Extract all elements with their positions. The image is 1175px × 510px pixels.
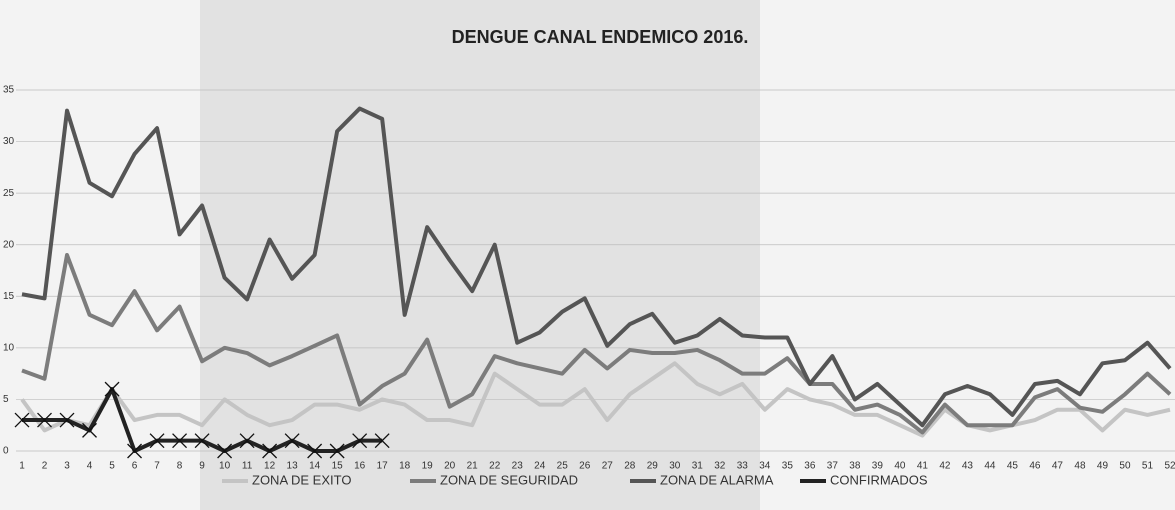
x-tick-label: 4: [87, 461, 93, 472]
x-tick-label: 9: [199, 461, 205, 472]
x-tick-label: 7: [154, 461, 160, 472]
x-marker: [239, 433, 255, 449]
x-tick-label: 44: [984, 461, 996, 472]
x-tick-label: 16: [354, 461, 366, 472]
x-tick-label: 6: [132, 461, 138, 472]
x-tick-label: 49: [1097, 461, 1109, 472]
y-tick-label: 25: [3, 188, 15, 199]
x-marker: [329, 443, 345, 459]
x-tick-label: 12: [264, 461, 276, 472]
series-line: [21, 253, 1172, 435]
x-marker: [374, 433, 390, 449]
x-tick-label: 28: [624, 461, 636, 472]
x-marker: [217, 443, 233, 459]
x-tick-label: 8: [177, 461, 183, 472]
y-tick-label: 35: [3, 85, 15, 96]
x-tick-label: 29: [647, 461, 659, 472]
legend-label: CONFIRMADOS: [830, 472, 928, 487]
legend-label: ZONA DE EXITO: [252, 472, 351, 487]
x-tick-label: 17: [377, 461, 389, 472]
x-marker: [37, 412, 52, 428]
x-tick-label: 2: [42, 461, 48, 472]
x-marker: [127, 443, 143, 459]
x-marker: [172, 433, 188, 449]
x-tick-label: 41: [917, 461, 929, 472]
x-marker: [82, 422, 97, 438]
x-tick-label: 38: [849, 461, 861, 472]
x-tick-label: 36: [804, 461, 816, 472]
x-tick-label: 52: [1164, 461, 1175, 472]
x-marker: [14, 412, 30, 428]
x-tick-label: 33: [737, 461, 749, 472]
x-tick-label: 30: [669, 461, 681, 472]
x-tick-label: 46: [1029, 461, 1041, 472]
x-tick-label: 45: [1007, 461, 1019, 472]
y-tick-label: 20: [3, 239, 15, 250]
x-tick-label: 48: [1074, 461, 1086, 472]
legend-label: ZONA DE SEGURIDAD: [440, 472, 578, 487]
x-marker: [352, 433, 368, 449]
y-tick-label: 0: [3, 446, 9, 457]
x-tick-label: 21: [467, 461, 479, 472]
x-tick-label: 24: [534, 461, 546, 472]
x-tick-label: 14: [309, 461, 321, 472]
x-tick-label: 50: [1119, 461, 1131, 472]
y-tick-label: 5: [3, 394, 9, 405]
x-tick-label: 32: [714, 461, 726, 472]
x-tick-label: 20: [444, 461, 456, 472]
x-tick-label: 37: [827, 461, 839, 472]
x-tick-label: 47: [1052, 461, 1064, 472]
x-tick-label: 39: [872, 461, 884, 472]
x-tick-label: 1: [19, 461, 25, 472]
x-marker: [59, 412, 75, 428]
x-tick-label: 22: [489, 461, 501, 472]
x-tick-label: 3: [64, 461, 70, 472]
series-line: [21, 106, 1172, 428]
x-tick-label: 18: [399, 461, 411, 472]
x-tick-label: 40: [894, 461, 906, 472]
y-tick-label: 15: [3, 291, 15, 302]
series-line: [20, 361, 1171, 438]
y-tick-label: 30: [3, 136, 15, 147]
x-tick-label: 13: [287, 461, 299, 472]
x-marker: [262, 443, 278, 459]
x-tick-label: 5: [109, 461, 115, 472]
x-tick-label: 35: [782, 461, 794, 472]
x-tick-label: 34: [759, 461, 771, 472]
x-tick-label: 10: [219, 461, 231, 472]
x-tick-label: 23: [512, 461, 524, 472]
x-marker: [149, 433, 165, 449]
scan-shade: [200, 0, 760, 510]
x-tick-label: 11: [242, 461, 253, 472]
x-tick-label: 26: [579, 461, 591, 472]
x-marker: [104, 381, 120, 397]
x-tick-label: 25: [557, 461, 569, 472]
x-tick-label: 27: [602, 461, 614, 472]
x-marker: [307, 443, 323, 459]
x-tick-label: 43: [962, 461, 974, 472]
x-marker: [284, 433, 300, 449]
chart-title: DENGUE CANAL ENDEMICO 2016.: [452, 27, 749, 47]
x-tick-label: 15: [332, 461, 344, 472]
x-tick-label: 51: [1142, 461, 1154, 472]
x-tick-label: 19: [422, 461, 434, 472]
legend-label: ZONA DE ALARMA: [660, 472, 774, 487]
x-tick-label: 42: [939, 461, 951, 472]
y-tick-label: 10: [3, 342, 15, 353]
x-marker: [194, 433, 210, 449]
x-tick-label: 31: [692, 461, 704, 472]
